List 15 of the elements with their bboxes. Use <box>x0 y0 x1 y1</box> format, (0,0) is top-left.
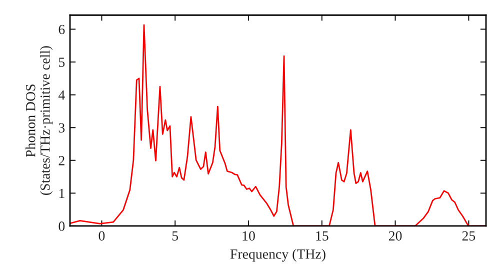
y-tick-label: 6 <box>58 24 65 34</box>
y-tick-label: 1 <box>59 188 64 198</box>
y-tick-label: 5 <box>59 58 65 67</box>
x-axis-title: Frequency (THz) <box>230 248 326 262</box>
y-tick-label: 2 <box>58 156 64 166</box>
x-tick-label: 15 <box>316 231 328 241</box>
x-tick-label: 0 <box>98 231 105 241</box>
x-tick-label: 20 <box>388 231 402 241</box>
x-tick-label: 5 <box>172 231 178 241</box>
x-tick-label: 25 <box>462 231 476 241</box>
y-tick-label: 4 <box>58 90 65 100</box>
y-tick-label: 3 <box>58 123 65 133</box>
y-axis-title: Phonon DOS (States/THz·primitive cell) <box>26 46 53 195</box>
y-tick-label: 0 <box>58 222 65 231</box>
x-tick-label: 10 <box>242 231 255 241</box>
